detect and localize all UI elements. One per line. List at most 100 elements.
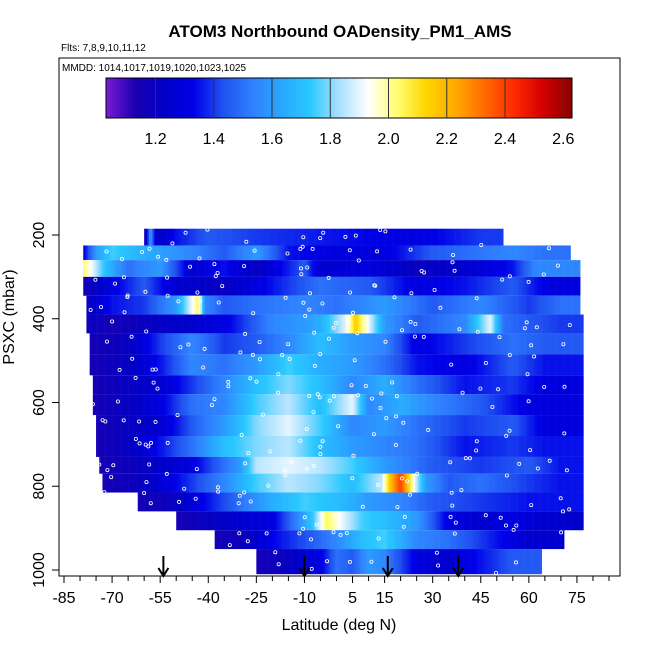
heatmap-cell xyxy=(307,492,310,512)
heatmap-cell xyxy=(357,245,360,261)
heatmap-cell xyxy=(378,456,381,474)
heatmap-cell xyxy=(363,333,366,355)
heatmap-cell xyxy=(326,276,329,296)
heatmap-cell xyxy=(456,415,459,436)
heatmap-cell xyxy=(490,228,493,246)
heatmap-cell xyxy=(310,511,313,531)
heatmap-cell xyxy=(187,375,190,395)
heatmap-cell xyxy=(211,245,214,261)
heatmap-cell xyxy=(431,245,433,261)
heatmap-cell xyxy=(232,415,235,436)
heatmap-cell xyxy=(237,511,240,531)
heatmap-cell xyxy=(187,354,190,376)
heatmap-cell xyxy=(482,375,485,395)
heatmap-cell xyxy=(243,295,246,315)
heatmap-cell xyxy=(192,473,195,493)
heatmap-cell xyxy=(405,415,408,436)
heatmap-cell xyxy=(410,314,413,334)
heatmap-cell xyxy=(511,394,514,416)
heatmap-cell xyxy=(493,295,496,315)
heatmap-cell xyxy=(190,415,193,436)
heatmap-cell xyxy=(562,492,565,512)
heatmap-cell xyxy=(230,436,233,457)
heatmap-cell xyxy=(192,511,195,531)
heatmap-cell xyxy=(381,511,384,531)
heatmap-cell xyxy=(301,276,304,296)
heatmap-cell xyxy=(360,436,363,457)
heatmap-cell xyxy=(458,530,461,550)
heatmap-cell xyxy=(427,492,430,512)
heatmap-cell xyxy=(253,333,256,355)
heatmap-cell xyxy=(273,314,276,334)
heatmap-cell xyxy=(174,415,177,436)
heatmap-cell xyxy=(488,436,491,457)
heatmap-cell xyxy=(419,314,422,334)
heatmap-cell xyxy=(522,245,525,261)
heatmap-cell xyxy=(118,375,121,395)
heatmap-cell xyxy=(552,245,555,261)
heatmap-cell xyxy=(581,394,584,416)
heatmap-cell xyxy=(213,394,215,416)
heatmap-cell xyxy=(551,354,554,376)
heatmap-cell xyxy=(147,295,150,315)
heatmap-cell xyxy=(474,436,477,457)
heatmap-cell xyxy=(152,394,155,416)
heatmap-cell xyxy=(216,415,219,436)
heatmap-cell xyxy=(382,354,385,376)
heatmap-cell xyxy=(445,511,448,531)
heatmap-cell xyxy=(257,436,260,457)
heatmap-cell xyxy=(309,415,312,436)
heatmap-cell xyxy=(302,456,305,474)
heatmap-cell xyxy=(214,375,217,395)
heatmap-cell xyxy=(134,245,137,261)
heatmap-cell xyxy=(426,415,429,436)
heatmap-cell xyxy=(211,375,214,395)
heatmap-cell xyxy=(386,228,389,246)
heatmap-cell xyxy=(413,295,416,315)
heatmap-cell xyxy=(552,354,555,376)
heatmap-cell xyxy=(298,245,300,261)
heatmap-cell xyxy=(333,492,336,512)
heatmap-cell xyxy=(500,530,502,550)
heatmap-cell xyxy=(201,314,204,334)
heatmap-cell xyxy=(213,260,215,277)
heatmap-cell xyxy=(166,415,169,436)
heatmap-cell xyxy=(257,295,260,315)
heatmap-cell xyxy=(450,354,453,376)
heatmap-cell xyxy=(434,314,437,334)
heatmap-cell xyxy=(333,245,336,261)
heatmap-cell xyxy=(384,314,387,334)
heatmap-cell xyxy=(291,549,294,575)
heatmap-cell xyxy=(363,436,366,457)
heatmap-cell xyxy=(92,333,95,355)
heatmap-cell xyxy=(487,295,490,315)
heatmap-cell xyxy=(391,415,393,436)
heatmap-cell xyxy=(399,492,401,512)
heatmap-cell xyxy=(508,295,510,315)
heatmap-cell xyxy=(185,436,188,457)
heatmap-cell xyxy=(280,456,283,474)
heatmap-cell xyxy=(248,456,251,474)
heatmap-cell xyxy=(382,415,385,436)
heatmap-cell xyxy=(160,260,163,277)
heatmap-cell xyxy=(326,228,329,246)
heatmap-cell xyxy=(221,333,223,355)
heatmap-cell xyxy=(461,260,464,277)
heatmap-cell xyxy=(387,530,390,550)
heatmap-cell xyxy=(447,415,449,436)
heatmap-cell xyxy=(265,394,268,416)
heatmap-cell xyxy=(306,354,308,376)
heatmap-cell xyxy=(384,375,387,395)
heatmap-cell xyxy=(209,245,212,261)
heatmap-cell xyxy=(341,314,344,334)
heatmap-cell xyxy=(549,473,552,493)
heatmap-cell xyxy=(306,245,308,261)
heatmap-cell xyxy=(442,415,445,436)
heatmap-cell xyxy=(317,492,320,512)
heatmap-cell xyxy=(517,511,520,531)
heatmap-cell xyxy=(269,333,272,355)
heatmap-cell xyxy=(549,375,552,395)
heatmap-cell xyxy=(190,436,193,457)
heatmap-cell xyxy=(437,511,440,531)
heatmap-cell xyxy=(342,354,345,376)
